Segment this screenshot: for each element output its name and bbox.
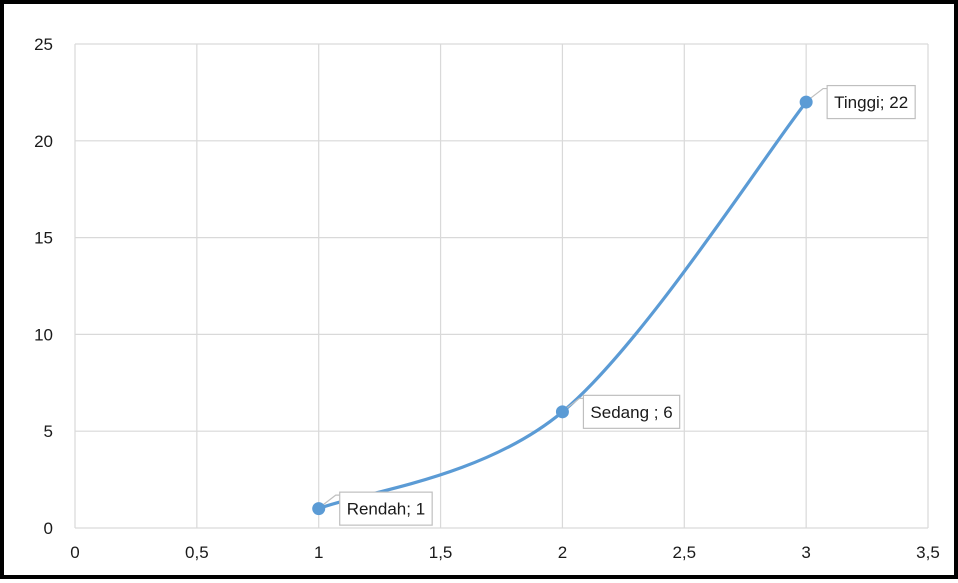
x-tick-label: 2,5 xyxy=(672,543,696,562)
y-tick-label: 15 xyxy=(34,229,53,248)
data-label-text: Rendah; 1 xyxy=(347,500,425,519)
y-tick-label: 5 xyxy=(44,422,53,441)
data-label-group: Rendah; 1 Sedang ; 6 Tinggi; 22 xyxy=(320,84,916,526)
data-point xyxy=(799,95,813,109)
data-point-group xyxy=(312,95,813,516)
axis-tick-labels: 0 0,5 1 1,5 2 2,5 3 3,5 0 5 10 15 20 25 xyxy=(34,35,940,562)
x-tick-label: 1 xyxy=(314,543,323,562)
data-point xyxy=(312,502,326,516)
data-label-leader xyxy=(320,494,340,508)
x-tick-label: 2 xyxy=(558,543,567,562)
grid-lines xyxy=(74,43,929,529)
x-tick-label: 3,5 xyxy=(916,543,940,562)
data-label: Rendah; 1 xyxy=(320,491,433,526)
x-tick-label: 3 xyxy=(801,543,810,562)
y-tick-label: 10 xyxy=(34,325,53,344)
data-point xyxy=(555,405,569,419)
data-label: Tinggi; 22 xyxy=(807,84,916,120)
data-label: Sedang ; 6 xyxy=(564,394,681,429)
data-label-box xyxy=(339,491,433,526)
y-tick-label: 20 xyxy=(34,132,53,151)
y-tick-label: 25 xyxy=(34,35,53,54)
data-label-leader xyxy=(564,397,584,411)
data-label-text: Tinggi; 22 xyxy=(834,93,908,112)
data-label-leader xyxy=(807,87,828,101)
scatter-chart: 0 0,5 1 1,5 2 2,5 3 3,5 0 5 10 15 20 25 Rendah; 1 Seda… xyxy=(34,35,940,562)
data-label-box xyxy=(582,394,681,429)
y-tick-label: 0 xyxy=(44,519,53,538)
x-tick-label: 0,5 xyxy=(185,543,209,562)
x-tick-label: 0 xyxy=(70,543,79,562)
data-label-box xyxy=(826,84,916,120)
x-tick-label: 1,5 xyxy=(429,543,453,562)
data-label-text: Sedang ; 6 xyxy=(590,403,672,422)
